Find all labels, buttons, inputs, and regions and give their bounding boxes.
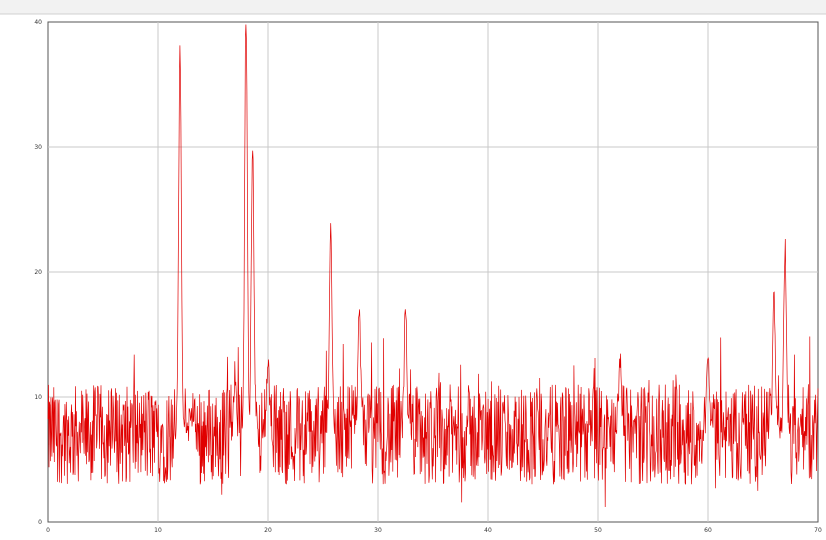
x-tick-label: 0 bbox=[46, 527, 50, 534]
y-tick-label: 30 bbox=[34, 144, 42, 151]
x-tick-label: 40 bbox=[484, 527, 492, 534]
x-tick-label: 10 bbox=[154, 527, 162, 534]
x-tick-label: 30 bbox=[374, 527, 382, 534]
y-tick-label: 10 bbox=[34, 394, 42, 401]
series-line bbox=[47, 24, 819, 508]
y-tick-label: 20 bbox=[34, 269, 42, 276]
y-tick-label: 0 bbox=[38, 519, 42, 526]
series-group bbox=[47, 24, 819, 508]
tick-labels: 0 10 20 30 40 50 60 70 0 10 20 30 40 bbox=[34, 19, 822, 534]
x-tick-label: 50 bbox=[594, 527, 602, 534]
y-tick-label: 40 bbox=[34, 19, 42, 26]
x-tick-label: 70 bbox=[814, 527, 822, 534]
x-tick-label: 60 bbox=[704, 527, 712, 534]
grid-lines bbox=[48, 22, 818, 522]
top-header-bar bbox=[0, 0, 826, 14]
x-tick-label: 20 bbox=[264, 527, 272, 534]
